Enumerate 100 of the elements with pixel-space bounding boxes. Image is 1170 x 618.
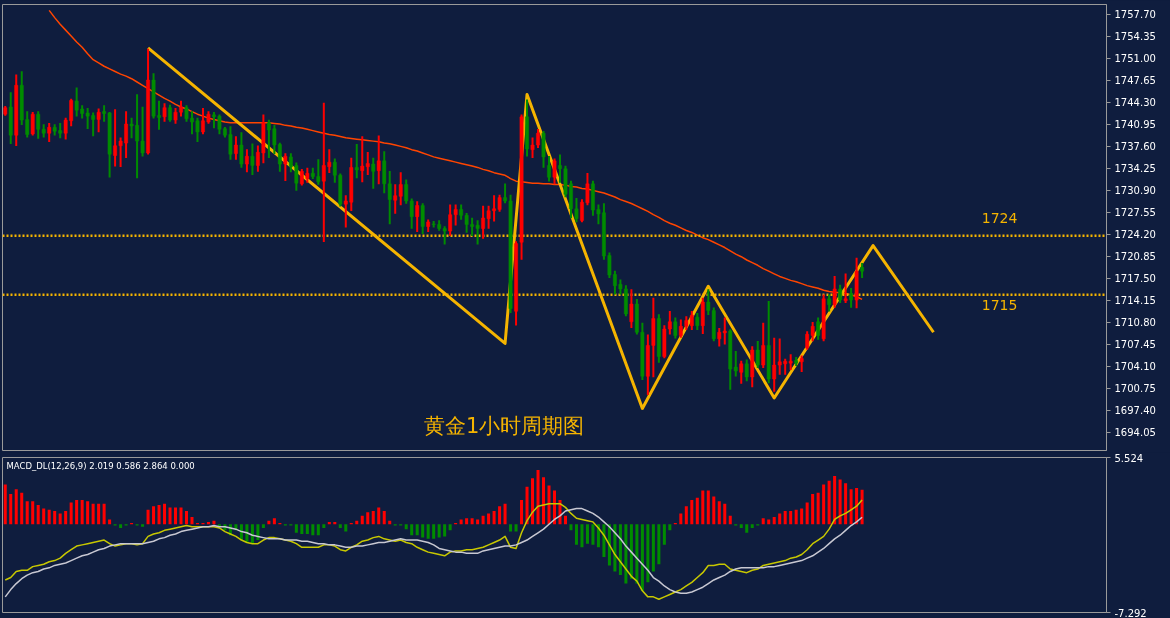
bar	[783, 511, 787, 525]
bar	[772, 517, 776, 525]
bar	[542, 477, 546, 525]
y-tick-label: 1714.15	[1114, 295, 1156, 307]
candlestick	[234, 136, 238, 160]
bar	[547, 485, 551, 525]
bar	[294, 524, 298, 533]
bar	[690, 500, 694, 525]
y-tick-label: 1727.55	[1114, 207, 1156, 219]
candlestick	[629, 289, 634, 329]
bar	[629, 524, 633, 579]
bar	[443, 524, 447, 537]
y-tick-label: 1734.25	[1114, 163, 1156, 175]
bar	[739, 524, 743, 528]
bar	[811, 494, 815, 525]
bar	[300, 524, 304, 534]
bar	[322, 524, 326, 528]
bar	[459, 519, 463, 525]
bar	[481, 515, 485, 525]
bar	[64, 511, 68, 525]
candlestick	[832, 276, 837, 308]
bar	[640, 524, 644, 591]
bar	[163, 503, 167, 525]
candlestick	[239, 132, 244, 168]
candlestick	[816, 317, 821, 340]
bar	[701, 490, 705, 525]
bar	[58, 513, 62, 525]
candlestick	[245, 149, 249, 173]
bar	[514, 524, 518, 532]
bar	[20, 492, 24, 525]
bar	[789, 511, 793, 525]
candlestick	[415, 201, 420, 233]
bar	[305, 524, 309, 534]
candlestick	[761, 322, 766, 369]
candlestick	[420, 203, 425, 235]
bar	[728, 515, 732, 525]
bar	[344, 524, 348, 532]
bar	[778, 513, 782, 525]
candlestick	[755, 341, 760, 369]
bar	[360, 515, 364, 525]
bar	[745, 524, 749, 533]
bar	[651, 524, 655, 572]
bar	[31, 501, 35, 525]
bar	[3, 484, 7, 525]
bar	[272, 518, 276, 525]
candlestick	[354, 144, 359, 179]
bar	[382, 511, 386, 525]
bar	[415, 524, 419, 536]
bar	[563, 515, 567, 525]
bar	[717, 501, 721, 525]
bar	[465, 518, 469, 525]
y-tick-label: 1717.50	[1114, 273, 1156, 285]
bar	[108, 519, 112, 525]
candlestick	[552, 158, 557, 185]
bar	[569, 524, 573, 531]
bar	[531, 478, 535, 525]
text: 黄金1小时周期图	[424, 413, 585, 438]
bar	[470, 518, 474, 525]
bar	[520, 500, 524, 525]
bar	[69, 502, 73, 525]
bar	[437, 524, 441, 538]
bar	[635, 524, 639, 584]
y-tick-label: 1747.65	[1114, 75, 1156, 87]
y-tick-label: 1697.40	[1114, 405, 1156, 417]
bar	[800, 508, 804, 525]
y-tick-label: 1710.80	[1114, 317, 1156, 329]
y-tick-label: 1754.35	[1114, 31, 1156, 43]
bar	[80, 500, 84, 525]
y-tick-label: 1720.85	[1114, 251, 1156, 263]
y-tick-label: 1744.30	[1114, 97, 1156, 109]
bar	[591, 524, 595, 545]
bar	[552, 490, 557, 525]
bar	[421, 524, 425, 538]
bar	[668, 524, 672, 531]
bar	[371, 511, 375, 525]
bar	[503, 503, 507, 525]
bar	[525, 486, 529, 525]
bar	[432, 524, 436, 539]
bar	[662, 524, 666, 545]
bar	[509, 524, 513, 532]
bar	[838, 479, 842, 525]
bar	[596, 524, 600, 548]
y-tick-label: 1707.45	[1114, 339, 1156, 351]
ref-line-label: 1715	[981, 296, 1018, 313]
bar	[816, 492, 820, 525]
bar	[25, 501, 29, 525]
bar	[487, 513, 491, 525]
bar	[42, 508, 46, 525]
bar	[184, 511, 189, 525]
ref-line-label: 1724	[981, 209, 1018, 226]
candlestick	[700, 297, 705, 334]
bar	[47, 509, 51, 525]
bar	[624, 524, 628, 584]
bar	[767, 519, 771, 525]
bar	[646, 524, 650, 583]
y-tick-label: 1694.05	[1114, 427, 1156, 439]
bar	[602, 524, 606, 557]
bar	[91, 503, 95, 525]
bar	[860, 489, 864, 525]
bar	[695, 497, 699, 525]
